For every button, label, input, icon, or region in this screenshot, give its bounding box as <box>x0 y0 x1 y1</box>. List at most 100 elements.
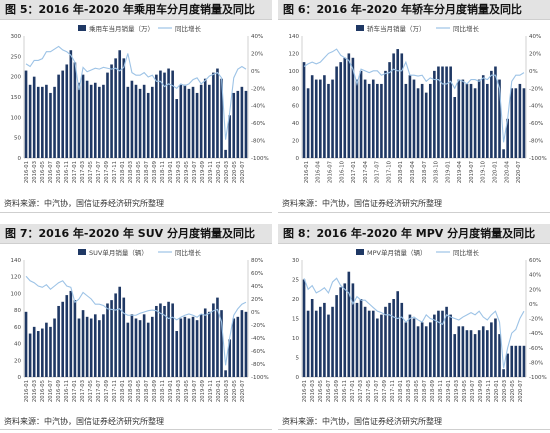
bar <box>306 88 310 158</box>
bar <box>167 68 170 158</box>
bar <box>469 83 473 158</box>
bar <box>371 310 375 377</box>
bar <box>327 83 330 158</box>
x-tick-label: 2020-01 <box>216 161 222 183</box>
x-tick-label: 2019-07 <box>192 380 198 402</box>
bar <box>314 79 318 158</box>
bar <box>510 88 514 158</box>
bar <box>384 70 387 158</box>
bar <box>306 310 310 377</box>
bar <box>331 306 334 377</box>
y-tick-label: 25 <box>292 278 299 284</box>
y-tick-label: 50 <box>14 136 21 142</box>
figure-panel: 图 6：2016 年-2020 年轿车分月度销量及同比 轿车当月销量（万） 同比增… <box>278 0 550 216</box>
y2-tick-label: -80% <box>529 139 543 145</box>
bar <box>351 57 355 158</box>
x-tick-label: 2018-03 <box>406 380 412 402</box>
bar <box>481 75 485 158</box>
bar <box>203 308 207 377</box>
bar <box>106 303 109 377</box>
bar <box>208 311 211 377</box>
bar <box>392 299 395 377</box>
bar <box>416 326 420 377</box>
bar <box>41 86 44 158</box>
x-tick-label: 2017-04 <box>363 160 369 183</box>
bar <box>228 115 231 158</box>
bar <box>343 283 347 377</box>
y2-tick-label: -20% <box>529 317 543 323</box>
bar <box>142 84 146 158</box>
x-tick-label: 2020-03 <box>502 380 508 402</box>
x-tick-label: 2016-03 <box>32 380 38 402</box>
bar <box>310 299 314 377</box>
x-tick-label: 2019-03 <box>454 380 460 402</box>
y-tick-label: 0 <box>296 156 300 162</box>
bar <box>98 320 101 377</box>
x-tick-label: 2016-05 <box>40 161 46 183</box>
bar <box>449 66 452 158</box>
x-tick-label: 2020-03 <box>224 380 230 402</box>
bar <box>453 97 457 158</box>
bar <box>146 322 150 377</box>
bar <box>314 310 318 377</box>
bar <box>187 318 191 377</box>
bar <box>191 316 195 377</box>
bar <box>134 84 138 158</box>
bar <box>388 302 391 377</box>
x-tick-label: 2016-11 <box>342 380 348 402</box>
legend-swatch-bar <box>356 249 364 255</box>
x-tick-label: 2017-05 <box>88 380 94 402</box>
bar <box>45 322 48 377</box>
bar <box>93 314 97 377</box>
bar <box>85 316 89 377</box>
x-tick-label: 2020-07 <box>518 380 524 402</box>
x-tick-label: 2019-11 <box>208 161 214 183</box>
bar <box>428 83 432 158</box>
x-tick-label: 2019-07 <box>469 161 475 183</box>
x-tick-label: 2019-09 <box>200 161 206 183</box>
legend-label: 轿车当月销量（万） <box>367 24 426 33</box>
x-tick-label: 2017-09 <box>104 161 110 183</box>
x-tick-label: 2020-01 <box>493 161 499 183</box>
bar <box>73 300 77 377</box>
bar <box>343 57 347 158</box>
bar <box>498 334 501 377</box>
bar <box>359 70 363 158</box>
x-tick-label: 2019-07 <box>192 161 198 183</box>
bar <box>367 83 371 158</box>
x-tick-label: 2020-05 <box>232 380 238 402</box>
bar <box>61 70 64 158</box>
y-tick-label: 20 <box>292 297 299 303</box>
x-tick-label: 2019-05 <box>184 380 190 402</box>
bar <box>134 318 138 377</box>
bar <box>232 318 236 377</box>
y2-tick-label: 40% <box>529 34 541 40</box>
y2-tick-label: -80% <box>251 362 265 368</box>
bar <box>179 84 183 158</box>
x-tick-label: 2016-01 <box>304 161 310 183</box>
bar <box>159 303 162 377</box>
bar <box>502 369 505 377</box>
bar <box>396 49 400 158</box>
bar <box>335 295 338 377</box>
y2-tick-label: -100% <box>251 375 269 381</box>
x-tick-label: 2018-05 <box>136 161 142 183</box>
bar <box>89 84 93 158</box>
bar <box>494 318 497 377</box>
y2-tick-label: 0% <box>251 310 260 316</box>
y2-tick-label: -100% <box>529 375 547 381</box>
y2-tick-label: -40% <box>251 104 265 110</box>
legend-label: 同比增长 <box>453 24 480 33</box>
y2-tick-label: 40% <box>529 273 541 279</box>
y-tick-label: 60 <box>292 104 299 110</box>
bar <box>331 79 334 158</box>
bar <box>45 84 48 158</box>
y2-tick-label: -40% <box>529 104 543 110</box>
chart: SUV单月销量（辆） 同比增长 0 20 40 60 80 100 120 140 80% 60% 40… <box>11 248 269 402</box>
x-tick-label: 2019-05 <box>462 380 468 402</box>
x-tick-label: 2016-05 <box>318 380 324 402</box>
bar <box>359 299 363 377</box>
bar <box>41 328 44 377</box>
x-tick-label: 2017-01 <box>350 380 356 402</box>
x-tick-label: 2017-03 <box>80 161 86 183</box>
